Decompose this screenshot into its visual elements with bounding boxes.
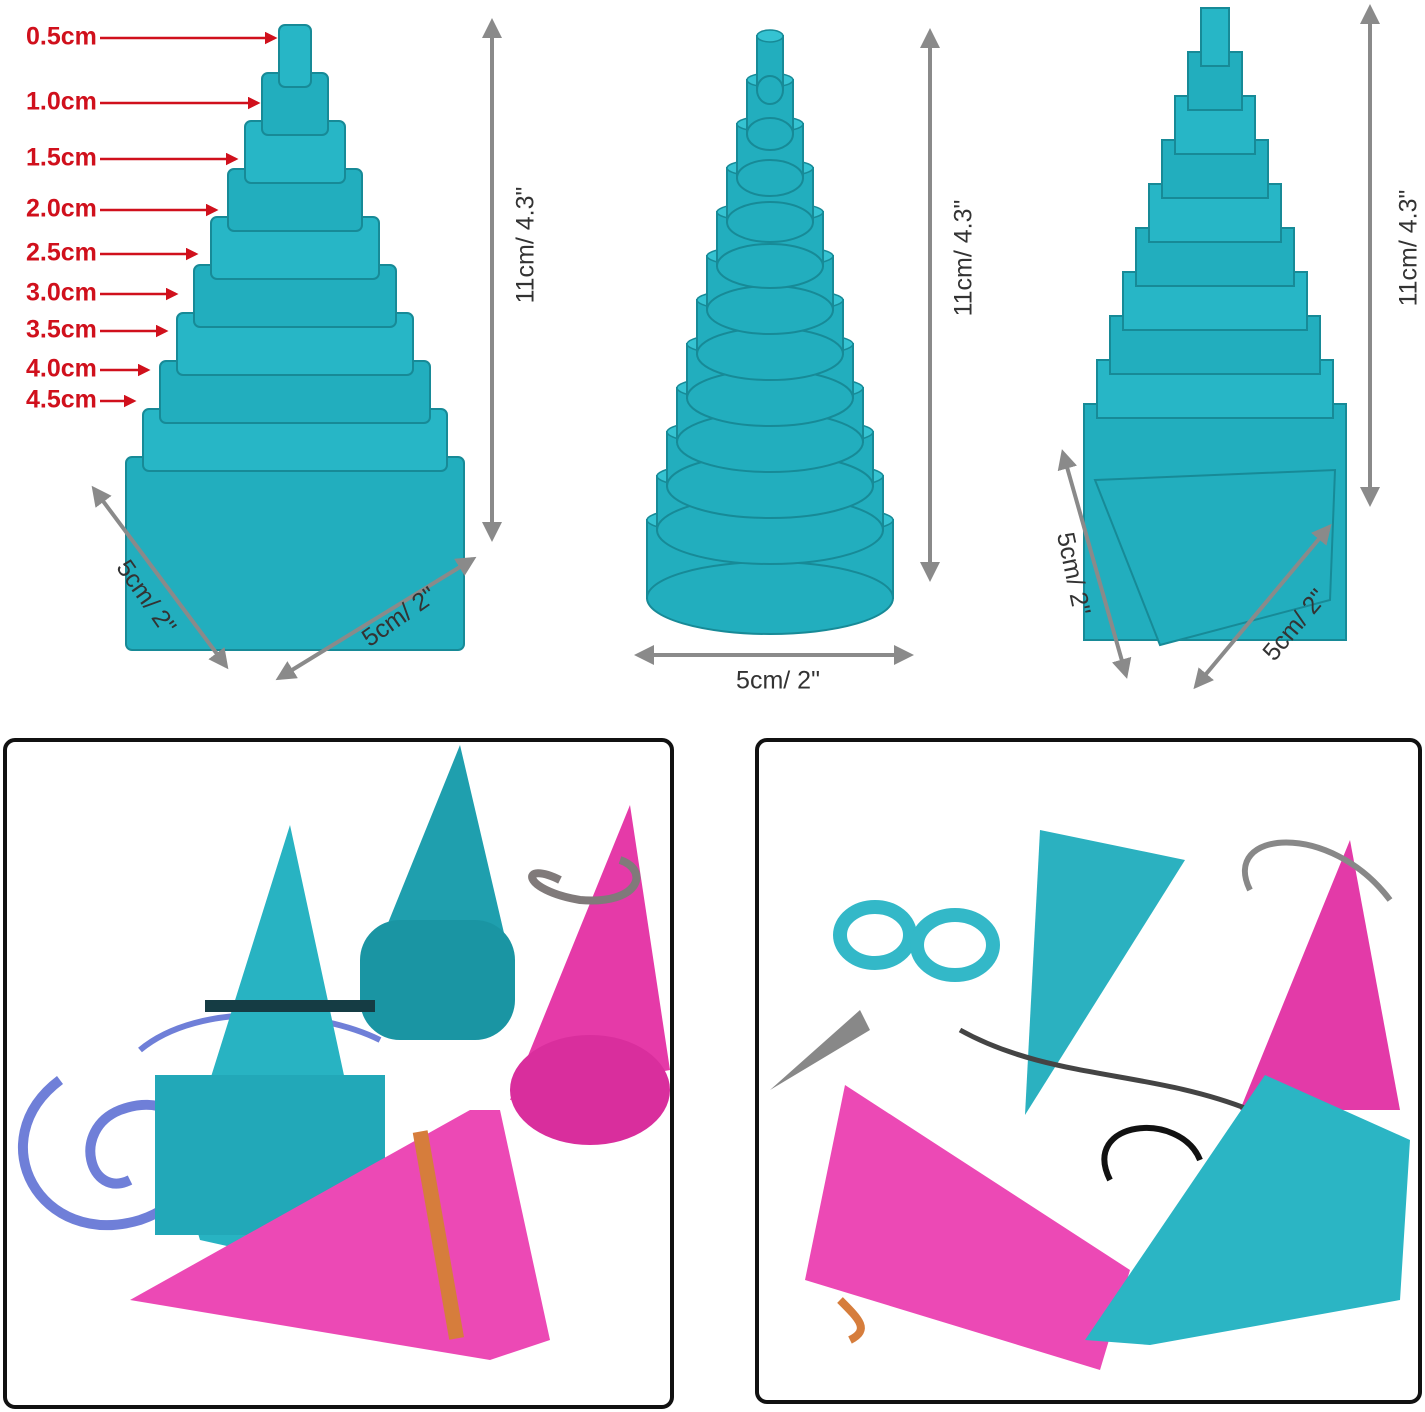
- tower-step-bottom: [726, 201, 814, 243]
- tower-step-bottom: [706, 285, 834, 335]
- photo-panel-left: [3, 738, 674, 1409]
- height-label: 11cm/ 4.3": [1395, 190, 1423, 307]
- depth-arrow: [91, 485, 229, 670]
- height-label: 11cm/ 4.3": [950, 200, 978, 317]
- width-arrow: [1193, 523, 1332, 690]
- step-label: 2.5cm: [26, 239, 97, 267]
- step-label: 3.5cm: [26, 316, 97, 344]
- towers: [125, 7, 1347, 651]
- tower-step-bottom: [746, 117, 794, 151]
- step-label: 4.0cm: [26, 355, 97, 383]
- step-label: 0.5cm: [26, 23, 97, 51]
- step-label: 1.0cm: [26, 88, 97, 116]
- step-label: 4.5cm: [26, 386, 97, 414]
- step-label: 1.5cm: [26, 144, 97, 172]
- tower-step-top: [756, 29, 784, 43]
- step-label: 3.0cm: [26, 279, 97, 307]
- width-arrow: [275, 556, 477, 681]
- height-label: 11cm/ 4.3": [512, 187, 540, 304]
- tower-step-bottom: [696, 327, 844, 381]
- tower-step-bottom: [756, 75, 784, 105]
- tower-step-bottom: [646, 561, 894, 635]
- tower-step: [278, 24, 312, 88]
- depth-arrow: [1057, 449, 1132, 679]
- width-label: 5cm/ 2": [736, 667, 820, 695]
- step-label: 2.0cm: [26, 195, 97, 223]
- tower-step-bottom: [716, 243, 824, 289]
- photo-panel-right: [755, 738, 1422, 1404]
- tower-step: [1200, 7, 1230, 67]
- step-labels: 0.5cm 1.0cm 1.5cm 2.0cm 2.5cm 3.0cm 3.5cm 4.0cm…: [26, 23, 278, 414]
- tower-step-bottom: [736, 159, 804, 197]
